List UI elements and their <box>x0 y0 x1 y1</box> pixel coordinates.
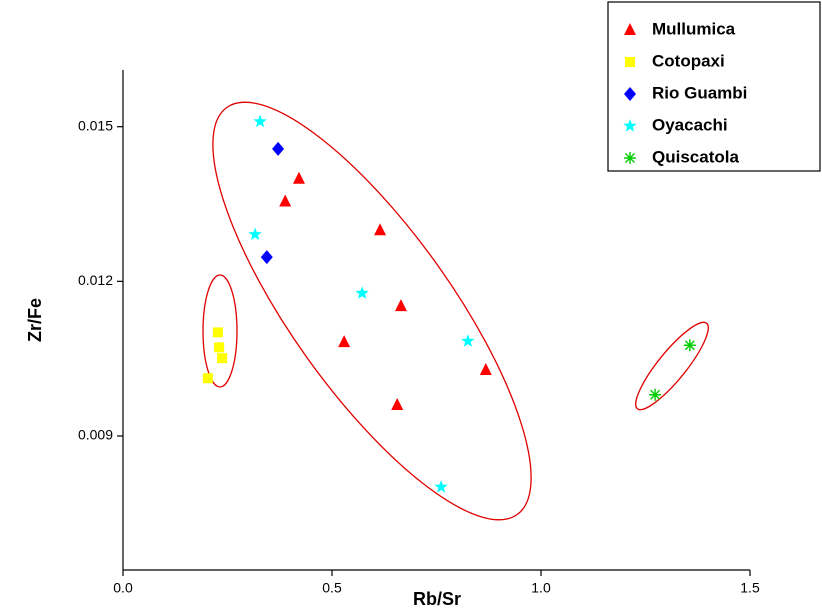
x-tick-label: 1.0 <box>531 580 551 596</box>
point <box>217 353 228 364</box>
point <box>248 227 262 241</box>
legend-label: Cotopaxi <box>652 51 725 70</box>
point <box>391 398 404 411</box>
point <box>272 141 285 156</box>
legend-marker <box>624 87 636 101</box>
group-ellipse <box>212 101 532 521</box>
legend-label: Oyacachi <box>652 115 728 134</box>
y-axis-title: Zr/Fe <box>25 298 45 342</box>
legend-marker <box>625 57 635 67</box>
point <box>260 250 273 265</box>
point <box>374 223 387 236</box>
x-tick-label: 1.5 <box>740 580 760 596</box>
legend-label: Rio Guambi <box>652 83 747 102</box>
point <box>212 327 223 338</box>
point <box>253 114 267 128</box>
point <box>479 363 492 375</box>
group-ellipse <box>635 321 709 411</box>
y-tick-label: 0.009 <box>78 427 113 443</box>
legend-marker <box>624 23 636 35</box>
x-tick-label: 0.0 <box>113 580 133 596</box>
legend-marker <box>623 119 637 132</box>
point <box>394 299 407 312</box>
legend-label: Quiscatola <box>652 147 739 166</box>
legend-box <box>607 1 821 172</box>
point <box>338 335 351 348</box>
group-outlines <box>202 101 709 521</box>
point <box>292 171 305 184</box>
point <box>202 373 213 384</box>
point <box>683 339 696 352</box>
legend-label: Mullumica <box>652 19 736 38</box>
point <box>461 334 475 347</box>
legend-marker <box>624 152 636 164</box>
group-ellipse <box>202 274 238 388</box>
y-tick-label: 0.012 <box>78 272 113 288</box>
point <box>434 480 448 493</box>
y-tick-label: 0.015 <box>78 117 113 133</box>
point <box>214 342 225 353</box>
x-axis-title: Rb/Sr <box>413 589 461 609</box>
point <box>279 194 292 207</box>
x-tick-label: 0.5 <box>322 580 342 596</box>
point <box>355 286 369 299</box>
point <box>649 388 662 401</box>
